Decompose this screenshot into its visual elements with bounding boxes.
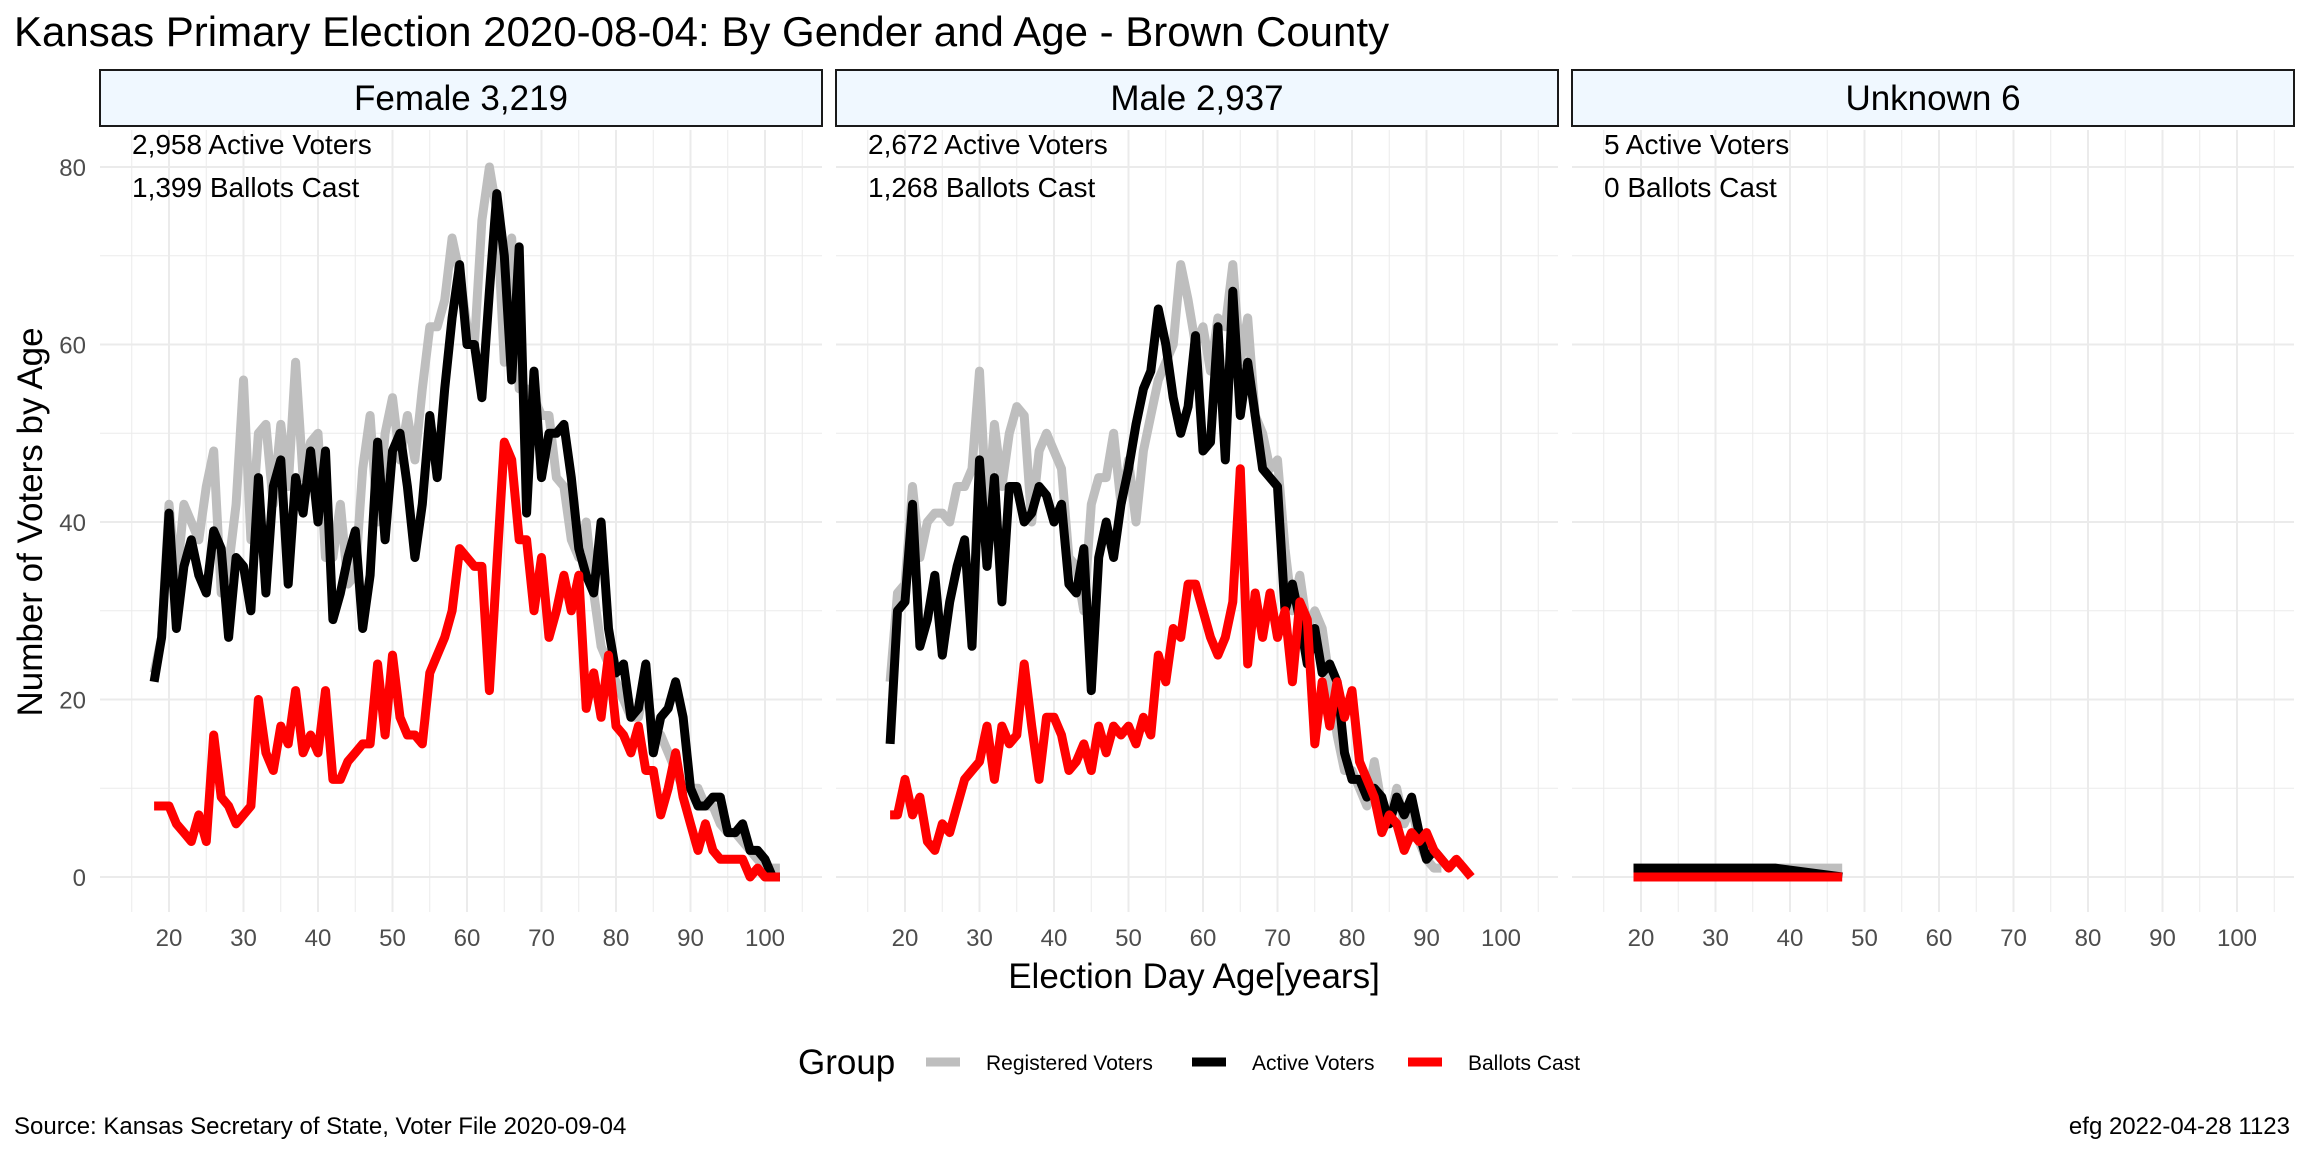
x-tick-label: 20 <box>892 925 919 952</box>
x-tick-label: 30 <box>966 925 993 952</box>
x-tick-label: 20 <box>156 925 183 952</box>
y-tick-label: 60 <box>59 333 86 360</box>
gridlines <box>1572 130 2294 912</box>
x-tick-label: 60 <box>1926 925 1953 952</box>
x-tick-label: 100 <box>1481 925 1521 952</box>
x-tick-label: 40 <box>1777 925 1804 952</box>
panel-annotation: 2,672 Active Voters <box>868 129 1108 160</box>
panels: Female 3,219 2,958 Active Voters 1,399 Bal… <box>59 69 2295 952</box>
panel-3: Unknown 6 5 Active Voters 0 Ballots Cast 20… <box>1571 69 2295 952</box>
x-tick-label: 100 <box>2217 925 2257 952</box>
x-tick-label: 30 <box>1702 925 1729 952</box>
x-tick-label: 50 <box>1115 925 1142 952</box>
x-tick-label: 80 <box>2075 925 2102 952</box>
x-tick-label: 70 <box>1264 925 1291 952</box>
credit-caption: efg 2022-04-28 1123 <box>2069 1113 2290 1140</box>
x-tick-label: 70 <box>528 925 555 952</box>
x-tick-label: 100 <box>745 925 785 952</box>
x-tick-label: 60 <box>1190 925 1217 952</box>
x-tick-label: 90 <box>2149 925 2176 952</box>
y-tick-label: 80 <box>59 155 86 182</box>
panel-annotation: 2,958 Active Voters <box>132 129 372 160</box>
facet-strip-label: Female 3,219 <box>354 79 568 118</box>
x-tick-label: 60 <box>454 925 481 952</box>
x-tick-label: 80 <box>603 925 630 952</box>
x-tick-label: 20 <box>1628 925 1655 952</box>
source-caption: Source: Kansas Secretary of State, Voter… <box>14 1113 626 1140</box>
legend: Group Registered Voters Active Voters Ball… <box>798 1043 1580 1082</box>
facet-strip <box>835 69 1559 127</box>
series-line <box>885 286 1453 871</box>
facet-strip-label: Unknown 6 <box>1845 79 2020 118</box>
x-tick-label: 80 <box>1339 925 1366 952</box>
gridlines <box>836 130 1558 912</box>
x-tick-label: 30 <box>230 925 257 952</box>
panel-annotation: 1,399 Ballots Cast <box>132 172 359 203</box>
panel-annotation: 1,268 Ballots Cast <box>868 172 1095 203</box>
legend-label: Active Voters <box>1252 1052 1375 1075</box>
panel-annotation: 5 Active Voters <box>1604 129 1789 160</box>
series-line <box>154 437 780 882</box>
y-tick-label: 0 <box>73 865 86 892</box>
facet-strip <box>99 69 823 127</box>
chart-title: Kansas Primary Election 2020-08-04: By G… <box>14 8 1389 55</box>
x-tick-label: 90 <box>677 925 704 952</box>
panel-annotation: 0 Ballots Cast <box>1604 172 1777 203</box>
panel-1: Female 3,219 2,958 Active Voters 1,399 Bal… <box>59 69 823 952</box>
x-tick-label: 50 <box>379 925 406 952</box>
x-tick-label: 50 <box>1851 925 1878 952</box>
facet-strip-label: Male 2,937 <box>1110 79 1283 118</box>
y-tick-label: 20 <box>59 688 86 715</box>
y-tick-label: 40 <box>59 510 86 537</box>
x-tick-label: 40 <box>305 925 332 952</box>
series-line <box>149 189 780 882</box>
series-line <box>890 464 1475 880</box>
x-tick-label: 90 <box>1413 925 1440 952</box>
x-tick-label: 40 <box>1041 925 1068 952</box>
legend-label: Ballots Cast <box>1468 1052 1580 1075</box>
x-axis-title: Election Day Age[years] <box>1008 957 1380 996</box>
legend-label: Registered Voters <box>986 1052 1153 1075</box>
y-axis-title: Number of Voters by Age <box>11 327 50 716</box>
x-tick-label: 70 <box>2000 925 2027 952</box>
facet-strip <box>1571 69 2295 127</box>
legend-title: Group <box>798 1043 895 1082</box>
